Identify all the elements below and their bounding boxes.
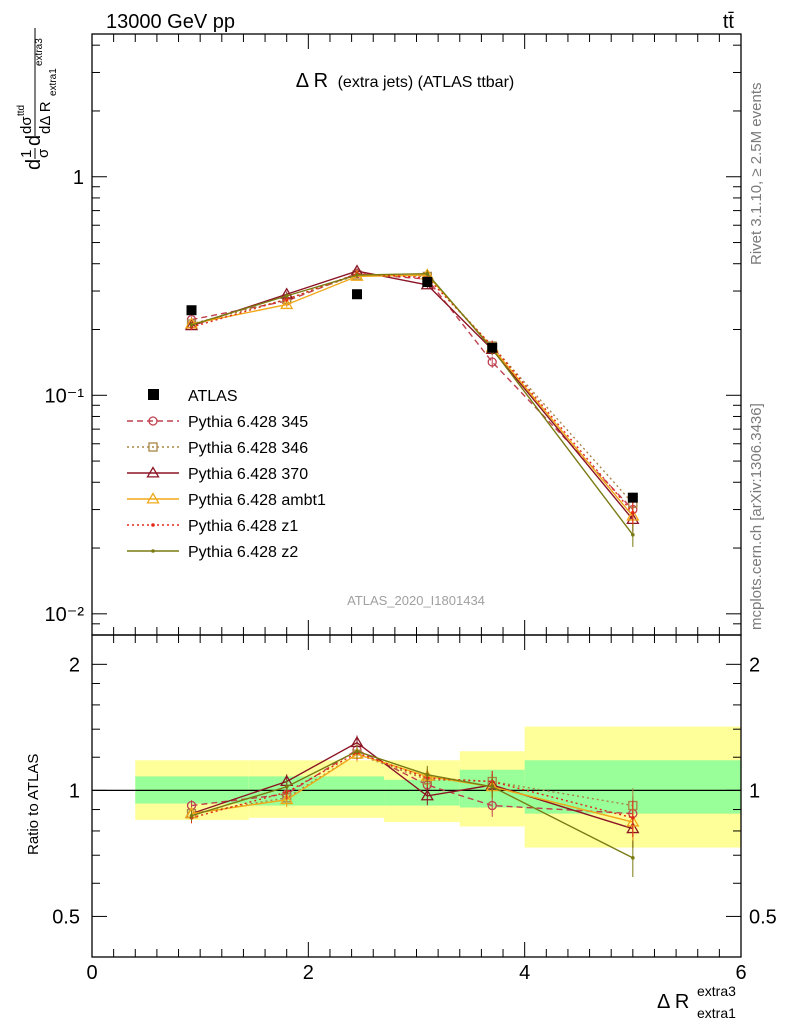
series-line [191, 270, 634, 520]
data-marker-square [148, 442, 158, 452]
source-label: mcplots.cern.ch [arXiv:1306.3436] [748, 403, 765, 630]
series-line [191, 750, 634, 859]
legend: ATLAS Pythia 6.428 345 Pythia 6.428 346 Pyt… [127, 388, 326, 561]
data-marker-dot [284, 784, 289, 789]
data-marker-circle [148, 416, 158, 426]
legend-label: Pythia 6.428 z1 [188, 518, 298, 535]
energy-label: 13000 GeV pp [106, 11, 235, 33]
y-tick-label: 0.5 [52, 906, 80, 928]
data-marker-triangle [280, 792, 294, 805]
chart-title-main: Δ R [296, 70, 328, 92]
svg-text:1: 1 [18, 150, 35, 158]
x-tick-label: 2 [303, 962, 314, 984]
process-label: tt̄ [723, 11, 735, 33]
atlas-data-point [352, 289, 363, 300]
series-line [191, 753, 633, 815]
data-marker-dot [425, 772, 430, 777]
data-marker-dot [284, 297, 289, 302]
y-tick-label-right: 1 [749, 780, 760, 802]
data-marker-dot [631, 510, 635, 515]
series-line [191, 273, 634, 536]
data-marker-dot [631, 532, 635, 537]
data-marker-dot [490, 784, 495, 789]
svg-text:ttd: ttd [16, 105, 27, 116]
y-tick-label-right: 0.5 [749, 906, 777, 928]
svg-text:dΔ R: dΔ R [37, 101, 54, 134]
data-marker-dot [151, 549, 155, 553]
atlas-data-point [186, 305, 197, 316]
x-axis-label: Δ R extra3 extra1 [657, 983, 736, 1021]
svg-text:extra1: extra1 [48, 68, 59, 96]
x-tick-label: 0 [86, 962, 97, 984]
svg-text:d: d [23, 135, 45, 146]
data-marker-dot [631, 816, 635, 820]
data-marker-dot [425, 271, 430, 276]
legend-label: Pythia 6.428 z2 [188, 544, 298, 561]
data-marker-dot [189, 813, 194, 818]
data-marker-dot [355, 749, 359, 754]
y-tick-label: 1 [69, 780, 80, 802]
svg-text:σ: σ [35, 148, 52, 158]
x-axis-label-sup: extra3 [697, 983, 736, 999]
x-tick-label: 4 [519, 962, 530, 984]
data-marker-dot [355, 273, 359, 277]
legend-label: Pythia 6.428 ambt1 [188, 492, 326, 509]
series-line [191, 274, 634, 504]
svg-text:extra3: extra3 [34, 38, 45, 66]
chart-title: Δ R (extra jets) (ATLAS ttbar) [296, 70, 514, 92]
y-tick-label: 2 [69, 654, 80, 676]
series-line [191, 274, 634, 517]
legend-label: Pythia 6.428 346 [188, 440, 308, 457]
legend-marker-atlas [148, 389, 159, 400]
data-marker-dot [631, 856, 635, 860]
main-plot-panel: 10⁻² 10⁻¹ 1 [45, 33, 742, 636]
data-marker-triangle [146, 492, 160, 504]
y-tick-label: 10⁻¹ [45, 385, 85, 407]
data-marker-triangle [280, 297, 294, 310]
data-marker-circle [487, 800, 497, 811]
data-marker-triangle [146, 466, 160, 478]
series-line [191, 751, 634, 819]
legend-label: Pythia 6.428 345 [188, 414, 308, 431]
analysis-label: ATLAS_2020_I1801434 [347, 593, 485, 608]
x-axis-label-sub: extra1 [697, 1005, 736, 1021]
x-axis-label-main: Δ R [657, 991, 689, 1013]
y-tick-label: 1 [73, 167, 84, 189]
ratio-y-axis-label: Ratio to ATLAS [25, 754, 42, 855]
data-marker-dot [189, 323, 194, 327]
atlas-data-point [627, 492, 638, 503]
y-tick-label-right: 2 [749, 654, 760, 676]
x-tick-label: 6 [735, 962, 746, 984]
atlas-data-point [487, 342, 498, 353]
data-marker-triangle [420, 789, 434, 801]
legend-label: Pythia 6.428 370 [188, 466, 308, 483]
data-marker-dot [284, 294, 289, 298]
ratio-plot-panel: 0 2 4 6 0.5 0.5 1 1 2 2 [52, 634, 777, 984]
data-marker-circle [487, 357, 497, 367]
legend-label-atlas: ATLAS [188, 388, 238, 405]
y-tick-label: 10⁻² [45, 604, 85, 626]
atlas-data-point [422, 276, 433, 287]
main-y-axis-label: d 1 σ d dσ ttd dΔ R extra1 extra3 [16, 28, 59, 170]
chart-title-sub: (extra jets) (ATLAS ttbar) [338, 74, 515, 91]
rivet-label: Rivet 3.1.10, ≥ 2.5M events [748, 83, 765, 266]
data-marker-dot [151, 523, 155, 527]
svg-text:dσ: dσ [18, 116, 35, 134]
svg-text:d: d [23, 159, 45, 170]
